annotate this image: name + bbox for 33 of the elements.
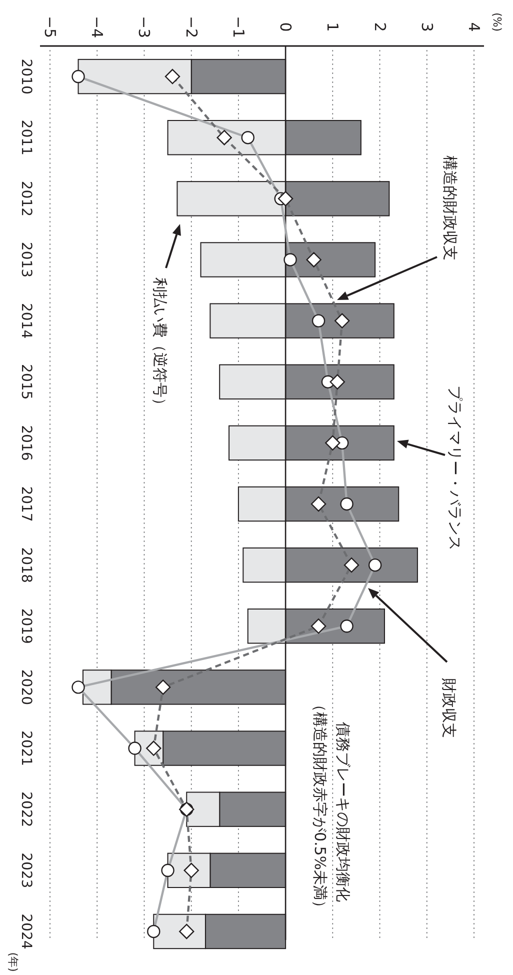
- y-tick-label: 2014: [18, 302, 34, 339]
- y-tick-label: 2015: [18, 364, 34, 400]
- x-tick-label: 2: [370, 22, 389, 32]
- x-tick-label: 0: [276, 22, 295, 32]
- text: 構造的財政収支: [441, 156, 459, 260]
- y-tick-label: 2020: [18, 669, 34, 706]
- y-tick-label: 2019: [18, 608, 34, 644]
- text: (%): [490, 12, 504, 32]
- y-tick-label: 2023: [18, 852, 34, 888]
- y-tick-label: 2010: [18, 58, 34, 94]
- x-tick-label: −2: [182, 16, 200, 38]
- y-tick-label: 2012: [18, 180, 34, 216]
- legend-label: 利払い費（逆符号）: [151, 278, 169, 412]
- y-tick-label: 2017: [18, 486, 34, 522]
- y-tick-label: 2018: [18, 547, 34, 583]
- x-tick-label: 4: [465, 22, 483, 32]
- x-tick-label: −1: [229, 16, 248, 38]
- y-tick-label: 2016: [18, 425, 34, 461]
- y-tick-label: 2013: [18, 242, 34, 278]
- x-tick-label: −4: [88, 16, 106, 38]
- x-tick-label: −5: [41, 16, 59, 38]
- y-tick-label: 2021: [18, 730, 34, 766]
- y-axis-title: (年): [6, 952, 20, 972]
- x-tick-label: 3: [418, 22, 436, 32]
- y-tick-label: 2011: [18, 120, 34, 156]
- annotation: 債務ブレーキの財政均衡化: [334, 722, 352, 902]
- x-tick-label: −3: [135, 16, 154, 38]
- x-tick-label: 1: [324, 22, 342, 32]
- text: 財政収支: [440, 678, 458, 738]
- text: プライマリー・バランス: [446, 386, 464, 550]
- annotation: （構造的財政赤字が0.5%未満）: [311, 696, 329, 916]
- y-tick-label: 2022: [18, 792, 34, 828]
- y-tick-label: 2024: [18, 914, 34, 950]
